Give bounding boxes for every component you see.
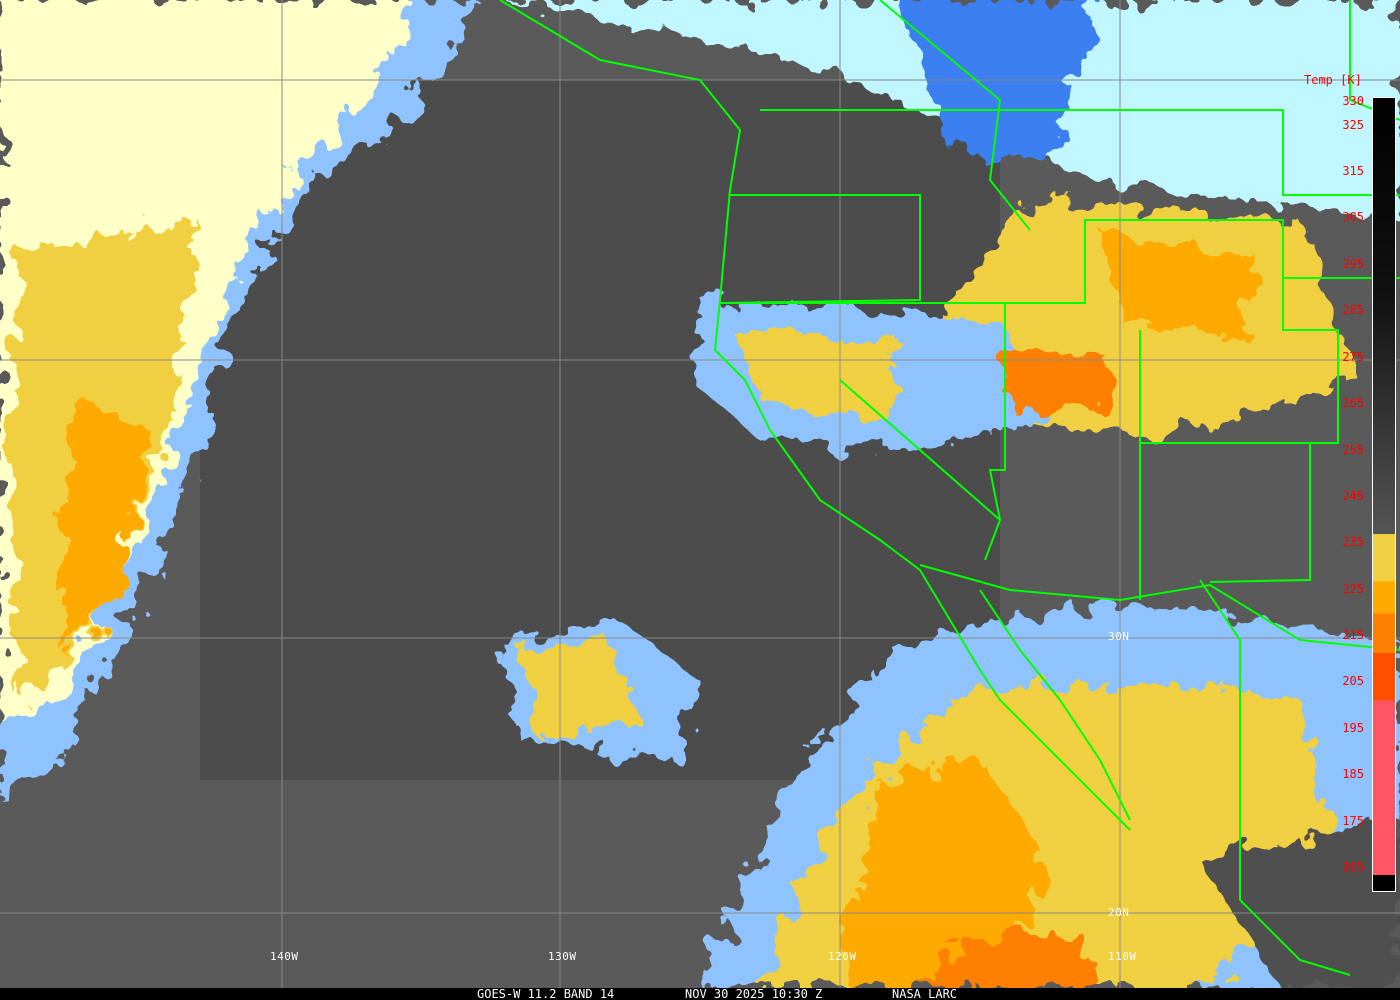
lon-label-130w: 130W (548, 950, 577, 963)
caption-bar: GOES-W 11.2 BAND 14 NOV 30 2025 10:30 Z … (0, 988, 1400, 1000)
colorbar-label: 185 (1342, 767, 1364, 781)
colorbar-label: 235 (1342, 535, 1364, 549)
colorbar-label: 245 (1342, 489, 1364, 503)
temperature-colorbar (1372, 97, 1396, 892)
lat-label-20n: 20N (1108, 906, 1130, 919)
lon-label-110w: 110W (1108, 950, 1137, 963)
credit: NASA LARC (892, 987, 958, 1000)
colorbar-label: 305 (1342, 210, 1364, 224)
colorbar-label: 175 (1342, 814, 1364, 828)
colorbar-label: 205 (1342, 674, 1364, 688)
colorbar-label: 315 (1342, 164, 1364, 178)
colorbar-title: Temp [K] (1304, 73, 1362, 87)
political-boundaries (499, 0, 1400, 976)
datetime: NOV 30 2025 10:30 Z (685, 987, 823, 1000)
colorbar-label: 325 (1342, 118, 1364, 132)
colorbar-label: 285 (1342, 303, 1364, 317)
colorbar-label: 295 (1342, 257, 1364, 271)
colorbar-label: 215 (1342, 628, 1364, 642)
colorbar-label: 165 (1342, 860, 1364, 874)
lon-label-140w: 140W (270, 950, 299, 963)
colorbar-label: 255 (1342, 443, 1364, 457)
colorbar-label: 265 (1342, 396, 1364, 410)
colorbar-label: 195 (1342, 721, 1364, 735)
lat-label-30n: 30N (1108, 630, 1130, 643)
colorbar-label: 275 (1342, 350, 1364, 364)
colorbar-label: 330 (1342, 94, 1364, 108)
satellite-band: GOES-W 11.2 BAND 14 (477, 987, 615, 1000)
lon-label-120w: 120W (828, 950, 857, 963)
colorbar-label: 225 (1342, 582, 1364, 596)
